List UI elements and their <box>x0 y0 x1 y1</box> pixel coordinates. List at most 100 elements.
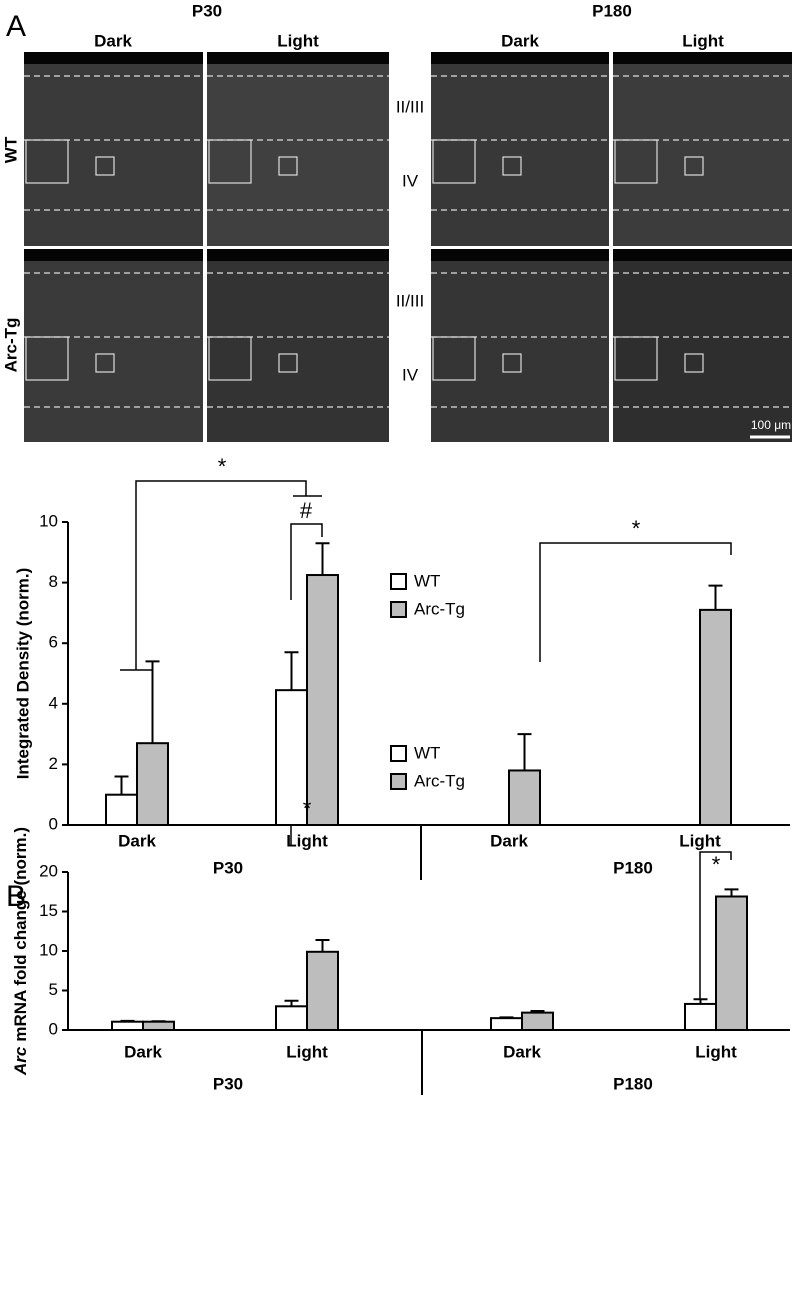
y-tick-label: 5 <box>49 980 58 999</box>
x-tick-label: Light <box>286 831 328 850</box>
x-tick-label: Light <box>695 1042 737 1061</box>
x-tick-label: Dark <box>118 831 156 850</box>
error-bar <box>114 775 129 795</box>
bar <box>684 1002 717 1031</box>
error-bar <box>315 542 330 576</box>
pia-band <box>207 52 389 64</box>
bar <box>306 950 339 1031</box>
y-axis-label: Arc mRNA fold change (norm.) <box>11 827 30 1076</box>
pia-band <box>24 52 203 64</box>
bar <box>105 793 138 827</box>
roi <box>95 353 115 373</box>
panel-label: A <box>6 10 26 43</box>
layer-label: II/III <box>396 291 424 310</box>
error-bar <box>724 888 739 897</box>
layer-label: IV <box>402 171 419 190</box>
micrograph <box>207 249 389 442</box>
y-axis-label: Integrated Density (norm.) <box>13 568 32 780</box>
inset <box>208 336 252 381</box>
panel-label: B <box>6 880 26 913</box>
significance-label: * <box>632 516 641 541</box>
micrograph <box>431 52 609 246</box>
roi <box>684 156 704 176</box>
roi <box>684 353 704 373</box>
micrograph <box>24 249 203 442</box>
inset <box>614 336 658 381</box>
roi <box>95 156 115 176</box>
roi <box>502 156 522 176</box>
pia-band <box>613 52 792 64</box>
y-axis-label-part: mRNA fold change (norm.) <box>11 827 30 1042</box>
layer-label: IV <box>402 365 419 384</box>
x-tick-label: Dark <box>124 1042 162 1061</box>
group-label: P30 <box>213 1074 243 1093</box>
bar <box>275 1005 308 1031</box>
pia-band <box>613 249 792 261</box>
pia-band <box>431 249 609 261</box>
bar <box>715 895 748 1031</box>
y-tick-label: 6 <box>49 633 58 652</box>
y-tick-label: 10 <box>39 511 58 530</box>
x-tick-label: Light <box>679 831 721 850</box>
roi <box>502 353 522 373</box>
significance-bracket <box>120 480 322 671</box>
inset <box>614 139 658 184</box>
age-label: P30 <box>192 1 222 20</box>
bar <box>111 1020 144 1032</box>
bar <box>508 769 541 827</box>
significance-bracket <box>699 851 732 1000</box>
inset <box>432 336 476 381</box>
legend-label: WT <box>414 571 440 590</box>
x-tick-label: Dark <box>490 831 528 850</box>
age-label: P180 <box>592 1 632 20</box>
legend-label: WT <box>414 743 440 762</box>
bar <box>275 689 308 826</box>
group-label: P30 <box>213 858 243 877</box>
y-tick-label: 4 <box>49 693 58 712</box>
y-tick-label: 15 <box>39 901 58 920</box>
significance-bracket <box>290 523 323 600</box>
y-tick-label: 0 <box>49 1019 58 1038</box>
y-tick-label: 20 <box>39 861 58 880</box>
roi <box>278 353 298 373</box>
inset <box>25 139 69 184</box>
group-label: P180 <box>613 858 653 877</box>
inset <box>208 139 252 184</box>
significance-label: * <box>712 852 721 877</box>
bar <box>136 742 169 826</box>
y-axis-label-part: Arc <box>11 1046 30 1076</box>
condition-label: Dark <box>94 31 132 50</box>
inset <box>432 139 476 184</box>
genotype-label: WT <box>1 136 20 163</box>
bar <box>142 1020 175 1032</box>
inset <box>25 336 69 381</box>
x-tick-label: Dark <box>503 1042 541 1061</box>
error-bar <box>284 651 299 691</box>
bar <box>699 608 732 826</box>
micrograph-grid <box>24 52 792 442</box>
legend-swatch <box>390 601 407 618</box>
significance-label: * <box>218 454 227 479</box>
micrograph <box>613 52 792 246</box>
significance-label: * <box>303 796 312 821</box>
legend-swatch <box>390 745 407 762</box>
micrograph <box>613 249 792 442</box>
condition-label: Dark <box>501 31 539 50</box>
y-tick-label: 8 <box>49 572 58 591</box>
bar <box>306 574 339 827</box>
legend-label: Arc-Tg <box>414 771 465 790</box>
error-bar <box>708 584 723 610</box>
error-bar <box>517 733 532 771</box>
micrograph <box>431 249 609 442</box>
x-tick-label: Light <box>286 1042 328 1061</box>
legend-label: Arc-Tg <box>414 599 465 618</box>
bar <box>490 1017 523 1032</box>
pia-band <box>431 52 609 64</box>
significance-bracket <box>539 542 732 662</box>
condition-label: Light <box>277 31 319 50</box>
y-tick-label: 10 <box>39 940 58 959</box>
pia-band <box>207 249 389 261</box>
error-bar <box>315 938 330 952</box>
legend-swatch <box>390 573 407 590</box>
